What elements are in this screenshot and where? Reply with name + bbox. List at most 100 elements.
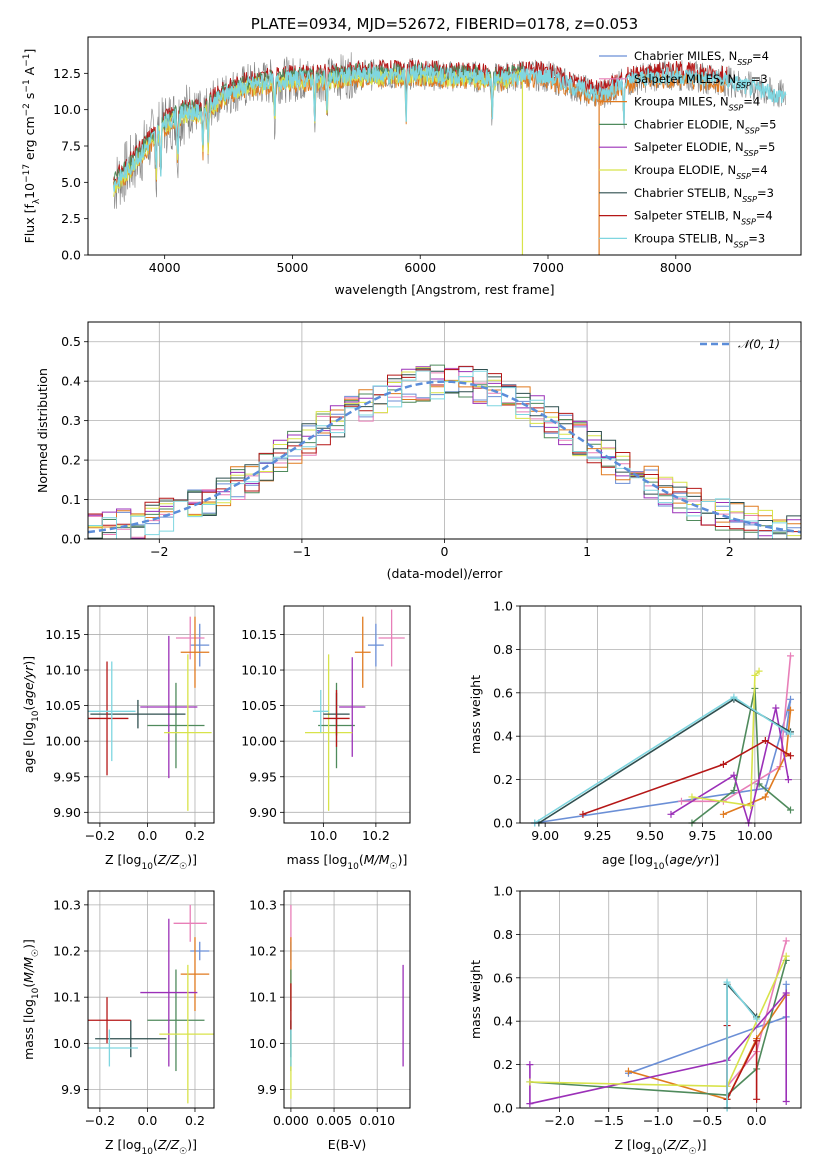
series-salpeter_stelib [579, 737, 795, 818]
normal-curve [87, 380, 802, 534]
series-kroupa_elodie [688, 667, 763, 810]
errorbar-chabrier_miles [190, 941, 210, 961]
y-tick-label: 0.6 [493, 685, 513, 700]
series-line [691, 670, 760, 807]
series-marker [755, 667, 763, 675]
x-tick-label: 1 [583, 544, 591, 559]
spectrum-axes: 4000 5000 6000 7000 8000 0.0 2.5 5.0 7.5 10.0 12.5 [53, 66, 692, 275]
x-tick-label: −1.0 [643, 1113, 673, 1128]
errorbar-salpeter_elodie [339, 657, 366, 757]
series-marker [787, 706, 795, 714]
errorbar-chabrier_elodie [147, 682, 205, 769]
errorbar-kroupa_miles [180, 616, 210, 688]
mass_weight_vs_age-frame [519, 605, 802, 824]
mass_vs_ebv-axes: 0.000 0.005 0.010 9.9 10.0 10.1 10.2 10.3 [249, 891, 410, 1128]
x-tick-label: 10.0 [309, 828, 337, 843]
series-salpeter_stelib [723, 1022, 761, 1103]
errorbar-chabrier_miles [368, 623, 384, 667]
series-marker [730, 786, 738, 794]
age_vs_Z-axes: −0.2 0.0 0.2 9.90 9.95 10.00 10.05 10.10 10.15 [45, 606, 214, 843]
series-marker [782, 980, 790, 988]
errorbar-chabrier_stelib [95, 1020, 167, 1058]
y-tick-label: 0.0 [61, 532, 81, 547]
series-marker [761, 737, 769, 745]
x-tick-label: 0.0 [137, 828, 157, 843]
x-axis-label: wavelength [Angstrom, rest frame] [334, 282, 554, 297]
y-tick-label: 10.00 [241, 734, 277, 749]
legend-label: Kroupa MILES, NSSP=4 [634, 95, 760, 113]
x-tick-label: 9.25 [584, 828, 612, 843]
y-tick-label: 0.2 [493, 772, 513, 787]
series-marker [782, 952, 790, 960]
errorbar-kroupa_elodie [159, 964, 214, 1104]
x-tick-label: −1.5 [594, 1113, 624, 1128]
x-tick-label: 0.000 [273, 1113, 309, 1128]
x-tick-label: 9.75 [689, 828, 717, 843]
y-tick-label: 7.5 [61, 139, 81, 154]
x-tick-label: 0.010 [359, 1113, 395, 1128]
series-marker [526, 1100, 534, 1108]
legend: Chabrier MILES, NSSP=4 Salpeter MILES, NS… [599, 49, 776, 249]
series-marker [753, 1095, 761, 1103]
y-tick-label: 10.0 [249, 1036, 277, 1051]
histogram-salpeter_stelib [88, 365, 801, 539]
y-tick-label: 5.0 [61, 175, 81, 190]
legend-label: Salpeter ELODIE, NSSP=5 [634, 140, 775, 158]
series-chabrier_elodie [688, 684, 795, 827]
series-marker [753, 1015, 761, 1023]
y-tick-label: 1.0 [493, 884, 513, 899]
y-tick-label: 10.1 [249, 990, 277, 1005]
age_vs_mass-axes: 10.0 10.2 9.90 9.95 10.00 10.05 10.10 10.15 [241, 606, 410, 843]
errorbar-chabrier_elodie [147, 969, 205, 1072]
y-tick-label: 10.05 [241, 698, 277, 713]
mass_weight_vs_Z-frame [519, 890, 802, 1109]
legend-label: Chabrier MILES, NSSP=4 [634, 49, 769, 67]
series-marker [751, 671, 759, 679]
errorbar-kroupa_stelib [88, 661, 136, 762]
x-tick-label: 2 [726, 544, 734, 559]
x-axis-label: age [log10(age/yr)] [602, 852, 719, 872]
x-tick-label: 4000 [149, 260, 181, 275]
x-axis-label: Z [log10(Z/Z☉)] [105, 1137, 197, 1157]
series-marker [772, 704, 780, 712]
y-tick-label: 0.3 [61, 413, 81, 428]
x-tick-label: −0.5 [692, 1113, 722, 1128]
series-marker [730, 693, 738, 701]
y-tick-label: 0.6 [493, 970, 513, 985]
y-tick-label: 0.8 [493, 642, 513, 657]
errorbar-kroupa_stelib [88, 1029, 138, 1067]
y-tick-label: 1.0 [493, 599, 513, 614]
x-tick-label: 0.005 [316, 1113, 352, 1128]
y-tick-label: 10.10 [241, 663, 277, 678]
histogram-salpeter_miles [88, 367, 801, 539]
errorbar-kroupa_stelib [312, 689, 329, 733]
x-tick-label: −2.0 [544, 1113, 574, 1128]
errorbar-salpeter_stelib [88, 661, 129, 776]
series-marker [787, 752, 795, 760]
grid [88, 322, 801, 540]
x-axis-label: Z [log10(Z/Z☉)] [105, 852, 197, 872]
x-tick-label: 9.00 [531, 828, 559, 843]
series-marker [526, 1078, 534, 1086]
legend-label: Salpeter STELIB, NSSP=4 [634, 209, 773, 227]
x-tick-label: 0.2 [185, 828, 205, 843]
x-tick-label: −0.2 [85, 828, 115, 843]
series-marker [761, 793, 769, 801]
x-tick-label: 6000 [404, 260, 436, 275]
y-tick-label: 10.05 [45, 698, 81, 713]
mass_vs_Z-axes: −0.2 0.0 0.2 9.9 10.0 10.1 10.2 10.3 [53, 891, 214, 1128]
y-tick-label: 10.15 [45, 627, 81, 642]
x-axis-label: Z [log10(Z/Z☉)] [615, 1137, 707, 1157]
y-tick-label: 9.90 [53, 805, 81, 820]
errorbar-chabrier_miles [190, 623, 210, 667]
errorbar-salpeter_stelib [323, 689, 350, 747]
y-tick-label: 10.3 [53, 897, 81, 912]
y-tick-label: 0.1 [61, 492, 81, 507]
x-tick-label: 10.00 [737, 828, 773, 843]
x-tick-label: 0.0 [137, 1113, 157, 1128]
series-marker [782, 989, 790, 997]
series-marker [719, 810, 727, 818]
y-tick-label: 10.10 [45, 663, 81, 678]
series-marker [753, 1037, 761, 1045]
